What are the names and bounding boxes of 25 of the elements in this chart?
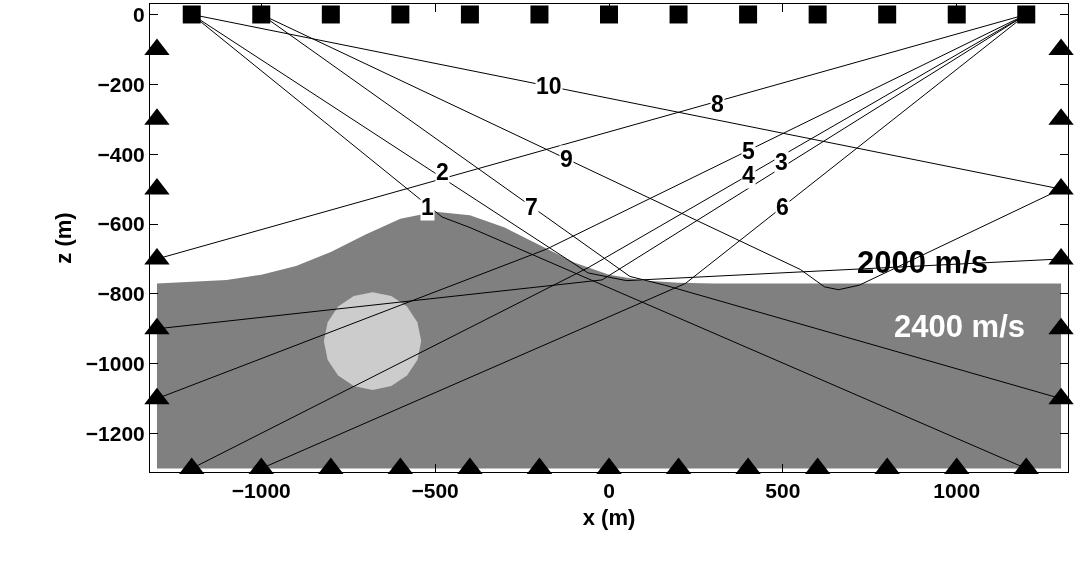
annotation: 9 [560, 146, 573, 172]
annotation: 3 [775, 149, 788, 175]
annotation: 7 [525, 194, 538, 220]
y-tick-label: −800 [97, 282, 145, 306]
annotation: 2 [436, 159, 449, 185]
x-tick-label: 1000 [933, 479, 981, 503]
annotation: 8 [711, 91, 724, 117]
y-tick-label: −1000 [85, 352, 145, 376]
annotation: 10 [536, 73, 562, 99]
y-tick-label: −1200 [85, 421, 145, 445]
x-tick-label: −500 [411, 479, 459, 503]
y-axis-title: z (m) [50, 212, 76, 264]
y-tick-label: 0 [133, 2, 145, 26]
annotation: 6 [776, 194, 789, 220]
annotation: 2400 m/s [894, 309, 1025, 344]
x-tick-label: −1000 [231, 479, 291, 503]
x-tick-label: 500 [765, 479, 801, 503]
y-tick-label: −400 [97, 142, 145, 166]
x-axis-title: x (m) [582, 505, 636, 531]
x-tick-label: 0 [603, 479, 615, 503]
y-tick-label: −200 [97, 72, 145, 96]
annotation: 5 [742, 138, 755, 164]
y-tick-label: −600 [97, 212, 145, 236]
annotation: 4 [742, 162, 755, 188]
annotation: 1 [421, 194, 434, 220]
